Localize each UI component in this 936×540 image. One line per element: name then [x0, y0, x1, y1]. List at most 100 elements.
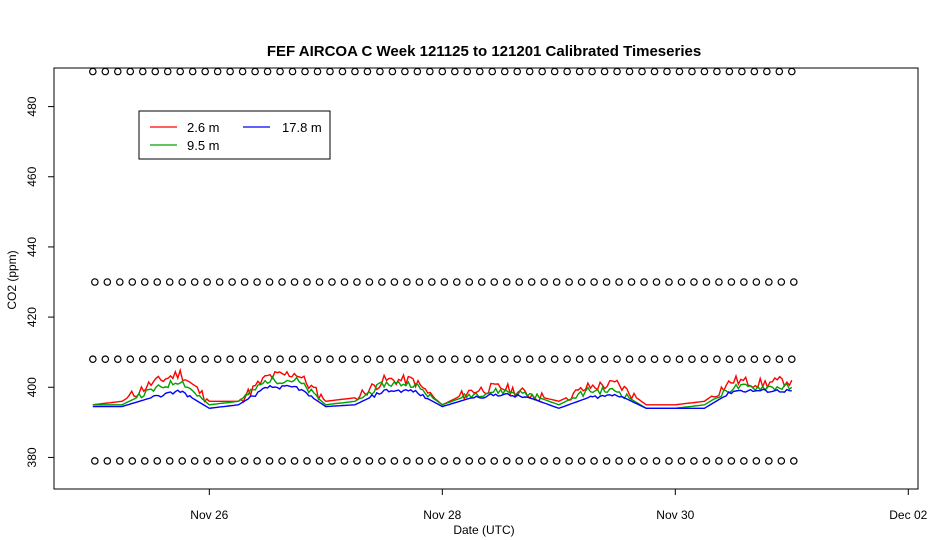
calibration-marker: [315, 278, 324, 286]
legend-label: 17.8 m: [282, 120, 322, 135]
calibration-marker: [525, 355, 534, 363]
calibration-marker: [140, 278, 149, 286]
calibration-marker: [465, 278, 474, 286]
calibration-marker: [89, 355, 97, 363]
calibration-marker: [777, 457, 786, 465]
calibration-marker: [115, 457, 124, 465]
calibration-marker: [328, 278, 336, 286]
calibration-marker: [740, 278, 748, 286]
y-tick-label: 480: [25, 96, 39, 116]
x-tick-label: Dec 02: [889, 508, 927, 522]
calibration-marker: [640, 278, 648, 286]
calibration-marker: [103, 278, 112, 286]
calibration-marker: [403, 457, 411, 465]
calibration-marker: [253, 278, 261, 286]
calibration-marker: [763, 355, 771, 363]
calibration-marker: [151, 67, 160, 76]
calibration-marker: [638, 67, 646, 76]
chart-title: FEF AIRCOA C Week 121125 to 121201 Calib…: [267, 43, 701, 60]
calibration-marker: [475, 355, 484, 363]
calibration-marker: [91, 278, 99, 286]
calibration-marker: [565, 457, 573, 465]
calibration-marker: [563, 355, 571, 363]
calibration-marker: [450, 67, 459, 76]
calibration-marker: [690, 457, 698, 465]
calibration-marker: [263, 355, 272, 363]
calibration-marker: [290, 278, 299, 286]
calibration-marker: [178, 457, 187, 465]
calibration-marker: [677, 457, 686, 465]
calibration-marker: [376, 67, 384, 76]
calibration-marker: [588, 355, 596, 363]
calibration-marker: [477, 278, 486, 286]
calibration-marker: [577, 457, 586, 465]
calibration-marker: [340, 457, 349, 465]
calibration-marker: [353, 457, 361, 465]
calibration-marker: [176, 67, 185, 76]
calibration-marker: [775, 355, 784, 363]
calibration-marker: [153, 457, 162, 465]
calibration-marker: [727, 457, 736, 465]
calibration-marker: [190, 457, 199, 465]
calibration-marker: [288, 67, 297, 76]
calibration-marker: [415, 278, 424, 286]
calibration-marker: [440, 457, 449, 465]
calibration-marker: [126, 355, 135, 363]
legend-box: [138, 110, 331, 160]
x-axis: Nov 26 Nov 28 Nov 30 Dec 02: [190, 488, 928, 522]
calibration-marker: [665, 457, 673, 465]
calibration-marker: [251, 355, 259, 363]
calibration-marker: [652, 278, 661, 286]
calibration-marker: [665, 278, 673, 286]
calibration-marker: [178, 278, 187, 286]
calibration-marker: [426, 67, 434, 76]
calibration-marker: [565, 278, 573, 286]
calibration-marker: [378, 278, 386, 286]
calibration-marker: [675, 67, 684, 76]
calibration-marker: [338, 67, 347, 76]
calibration-marker: [226, 355, 234, 363]
calibration-marker: [463, 355, 472, 363]
calibration-marker: [228, 457, 236, 465]
calibration-marker: [590, 278, 598, 286]
calibration-marker: [538, 67, 546, 76]
calibration-marker: [725, 67, 734, 76]
calibration-marker: [190, 278, 199, 286]
calibration-marker: [627, 457, 636, 465]
calibration-marker: [315, 457, 324, 465]
calibration-marker: [115, 278, 124, 286]
calibration-marker: [725, 355, 734, 363]
calibration-marker: [787, 67, 796, 76]
calibration-marker: [538, 355, 546, 363]
calibration-marker: [378, 457, 386, 465]
calibration-marker: [450, 355, 459, 363]
calibration-marker: [138, 67, 147, 76]
calibration-marker: [525, 67, 534, 76]
calibration-marker: [765, 278, 773, 286]
calibration-marker: [763, 67, 771, 76]
calibration-marker: [326, 355, 334, 363]
calibration-marker: [328, 457, 336, 465]
calibration-marker: [702, 278, 711, 286]
calibration-marker: [787, 355, 796, 363]
calibration-marker: [713, 355, 721, 363]
calibration-marker: [91, 457, 99, 465]
calibration-marker: [228, 278, 236, 286]
legend-label: 9.5 m: [187, 138, 220, 153]
y-tick-label: 400: [25, 377, 39, 397]
calibration-marker: [363, 355, 372, 363]
calibration-marker: [338, 355, 347, 363]
calibration-marker: [426, 355, 434, 363]
calibration-marker: [540, 457, 548, 465]
calibration-marker: [390, 278, 399, 286]
calibration-marker: [165, 278, 174, 286]
calibration-marker: [276, 67, 284, 76]
calibration-marker: [313, 67, 322, 76]
calibration-marker: [240, 457, 249, 465]
calibration-marker: [663, 355, 671, 363]
calibration-marker: [201, 355, 209, 363]
calibration-marker: [550, 355, 559, 363]
x-axis-label: Date (UTC): [453, 523, 514, 537]
calibration-marker: [677, 278, 686, 286]
